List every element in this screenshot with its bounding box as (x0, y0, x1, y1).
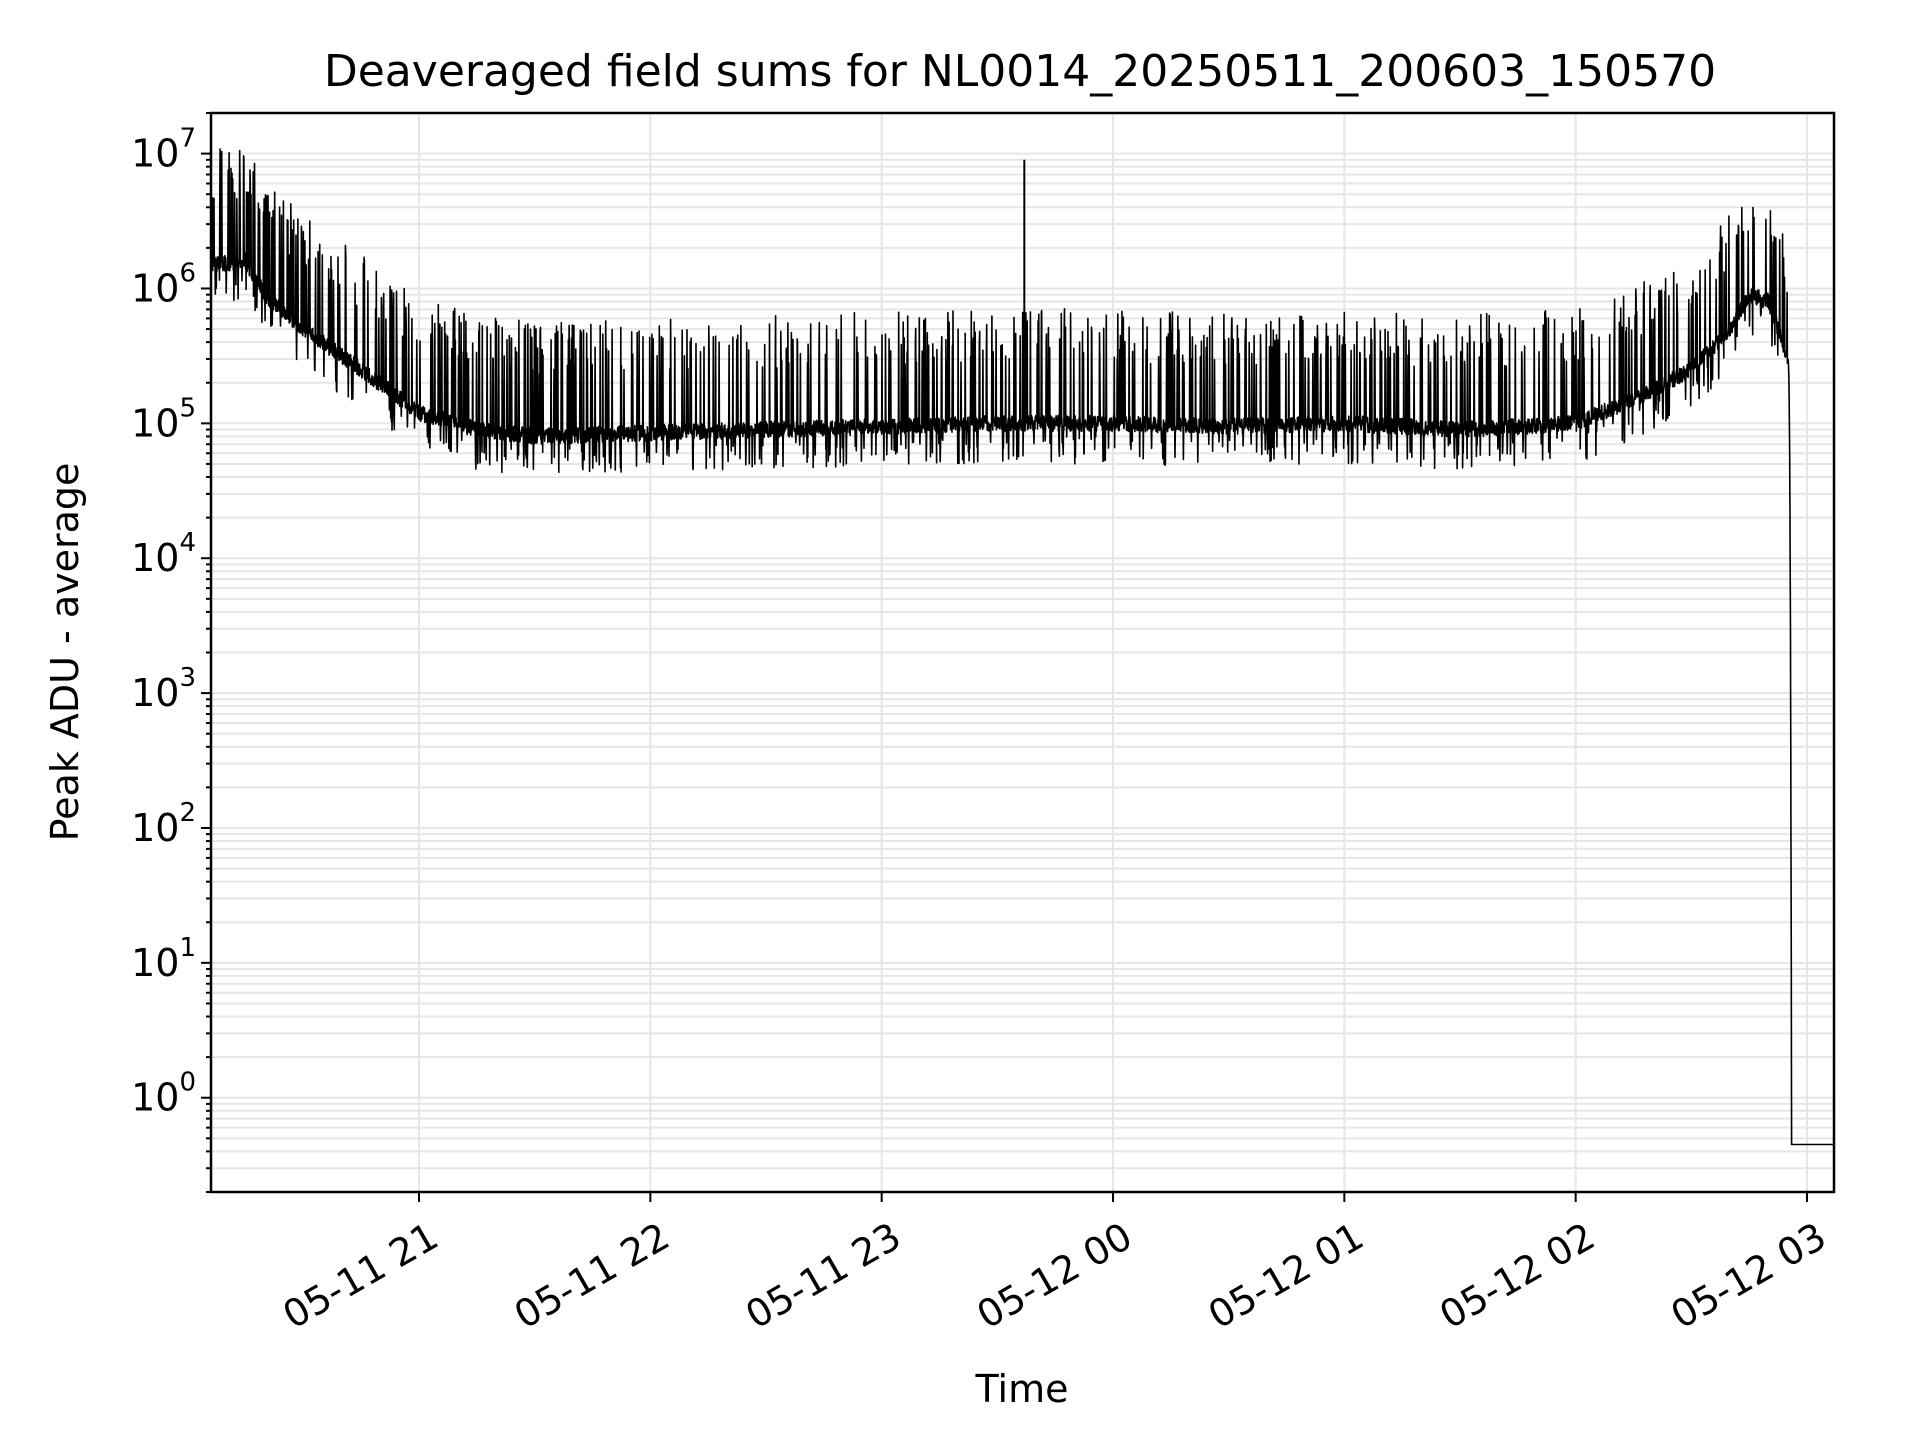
x-tick-label: 05-12 00 (970, 1214, 1140, 1338)
x-tick-label: 05-11 22 (507, 1214, 677, 1338)
y-tick-base: 10 (131, 941, 179, 985)
series-group (210, 148, 1834, 1146)
y-tick-label: 103 (131, 663, 196, 715)
y-tick-exponent: 2 (179, 798, 196, 828)
x-axis-label: Time (975, 1367, 1069, 1411)
y-tick-label: 107 (131, 124, 196, 176)
y-tick-exponent: 6 (179, 258, 196, 288)
x-tick-label: 05-12 02 (1432, 1214, 1602, 1338)
y-tick-exponent: 5 (179, 393, 196, 423)
x-tick-label: 05-11 21 (276, 1214, 446, 1338)
y-tick-label: 106 (131, 258, 196, 310)
y-tick-base: 10 (131, 132, 179, 176)
y-tick-label: 104 (131, 528, 196, 580)
y-tick-label: 101 (131, 933, 196, 985)
y-tick-base: 10 (131, 1076, 179, 1120)
y-tick-base: 10 (131, 401, 179, 445)
y-axis-label: Peak ADU - average (43, 463, 87, 842)
y-tick-label: 100 (131, 1068, 196, 1120)
y-tick-base: 10 (131, 536, 179, 580)
y-tick-exponent: 1 (179, 933, 196, 963)
y-tick-exponent: 0 (179, 1068, 196, 1098)
series-line (210, 148, 1834, 1146)
x-tick-label: 05-12 03 (1664, 1214, 1834, 1338)
y-tick-base: 10 (131, 671, 179, 715)
y-tick-base: 10 (131, 266, 179, 310)
y-tick-label: 102 (131, 798, 196, 850)
grid (211, 112, 1834, 1193)
y-tick-exponent: 4 (179, 528, 196, 558)
x-tick-label: 05-11 23 (738, 1214, 908, 1338)
y-tick-exponent: 3 (179, 663, 196, 693)
x-tick-label: 05-12 01 (1201, 1214, 1371, 1338)
x-axis: 05-11 21 05-11 22 05-11 23 05-12 00 05-12 01… (276, 1192, 1834, 1337)
y-tick-base: 10 (131, 806, 179, 850)
y-tick-exponent: 7 (179, 124, 196, 154)
y-tick-label: 105 (131, 393, 196, 445)
chart-title: Deaveraged field sums for NL0014_2025051… (324, 46, 1716, 97)
